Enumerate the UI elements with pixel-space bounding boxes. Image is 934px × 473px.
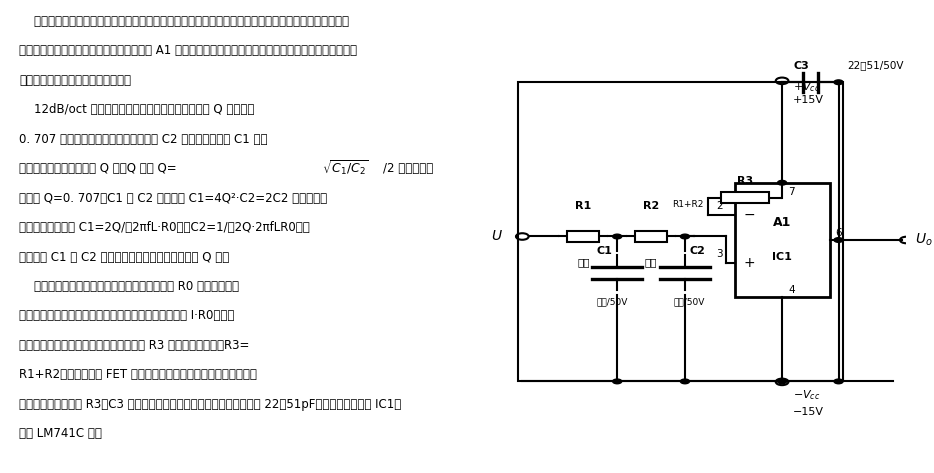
Text: 为了使 Q=0. 707，C1 和 C2 必须建立 C1=4Q²·C2=2C2 的关系，计: 为了使 Q=0. 707，C1 和 C2 必须建立 C1=4Q²·C2=2C2 … [19, 192, 327, 205]
Text: +: + [743, 256, 756, 270]
Text: 本电路可作为各种解调（检波）电路的载波滤波器，传感器、放大器滤除噪声用的低通滤波器以及简单: 本电路可作为各种解调（检波）电路的载波滤波器，传感器、放大器滤除噪声用的低通滤波… [19, 15, 349, 28]
Circle shape [778, 180, 786, 185]
Circle shape [613, 234, 622, 239]
Circle shape [681, 379, 689, 384]
Text: $\sqrt{C_1/C_2}$: $\sqrt{C_1/C_2}$ [321, 159, 368, 178]
Circle shape [834, 237, 843, 242]
Text: 待调/50V: 待调/50V [673, 297, 705, 307]
Circle shape [613, 379, 622, 384]
Circle shape [834, 80, 843, 85]
Text: 待调/50V: 待调/50V [597, 297, 629, 307]
Text: 待调: 待调 [577, 257, 589, 268]
Text: 就会受运算放大器输入偏流的影响而产生失调，应计算 I·R0，分析: 就会受运算放大器输入偏流的影响而产生失调，应计算 I·R0，分析 [19, 309, 234, 323]
Text: $-V_{cc}$: $-V_{cc}$ [793, 388, 820, 403]
Text: 成运算放大器，可以减少直流漂移。: 成运算放大器，可以减少直流漂移。 [19, 74, 131, 87]
Text: C2: C2 [689, 245, 705, 255]
Text: 选用 LM741C 型。: 选用 LM741C 型。 [19, 427, 102, 440]
Bar [635, 231, 667, 242]
Text: 4: 4 [788, 285, 795, 295]
Text: 百微微安，可以去掉 R3。C3 的作用是抑制脉冲尖峰，其容量选用范围为 22～51pF，集成运算放大器 IC1，: 百微微安，可以去掉 R3。C3 的作用是抑制脉冲尖峰，其容量选用范围为 22～5… [19, 398, 402, 411]
Text: 大容量以保证达到规定的 Q 值。Q 值由 Q=: 大容量以保证达到规定的 Q 值。Q 值由 Q= [19, 162, 177, 175]
Text: 的抗折迭滤波器使用。相当于缓冲放大器的 A1 部分，以往都采用射极输出器等电压输出电路，这里使用集: 的抗折迭滤波器使用。相当于缓冲放大器的 A1 部分，以往都采用射极输出器等电压输… [19, 44, 357, 57]
Text: 12dB/oct 巴特沃次（最平坦特性）滤波器电路的 Q 值必须为: 12dB/oct 巴特沃次（最平坦特性）滤波器电路的 Q 值必须为 [19, 103, 254, 116]
Text: R3: R3 [737, 176, 753, 186]
Text: −15V: −15V [793, 407, 824, 417]
Text: C1: C1 [597, 245, 613, 255]
Text: 一下是否有问题，这是在反馈回路中加了 R3 以抵消输入偏流（R3=: 一下是否有问题，这是在反馈回路中加了 R3 以抵消输入偏流（R3= [19, 339, 249, 352]
Text: $+V_{cc}$: $+V_{cc}$ [793, 80, 820, 94]
Text: 待调: 待调 [644, 257, 658, 268]
Text: 3: 3 [716, 249, 723, 259]
Text: R1: R1 [575, 201, 591, 211]
Text: −: − [743, 208, 756, 222]
Text: 2: 2 [716, 201, 723, 211]
Text: /2 公式计算。: /2 公式计算。 [383, 162, 433, 175]
Text: 0. 707 才能获得最平坦特性，并且对于 C2 来说，反馈电容 C1 应取: 0. 707 才能获得最平坦特性，并且对于 C2 来说，反馈电容 C1 应取 [19, 133, 267, 146]
Bar [720, 193, 769, 203]
Circle shape [834, 379, 843, 384]
Circle shape [681, 234, 689, 239]
Text: 算，这样 C1 与 C2 不均衡，因此，可以反过来验算 Q 值。: 算，这样 C1 与 C2 不均衡，因此，可以反过来验算 Q 值。 [19, 251, 229, 263]
Text: 7: 7 [788, 187, 795, 197]
Text: +15V: +15V [793, 95, 824, 105]
Circle shape [778, 379, 786, 384]
Text: 算实际参数时，按 C1=2Q/（2πfL·R0），C2=1/（2Q·2πfLR0）计: 算实际参数时，按 C1=2Q/（2πfL·R0），C2=1/（2Q·2πfLR0… [19, 221, 310, 234]
Text: C3: C3 [793, 61, 809, 70]
Text: 截止频率的选定虽然具有一定的自由度，但是 R0 的阻值过大，: 截止频率的选定虽然具有一定的自由度，但是 R0 的阻值过大， [19, 280, 239, 293]
Bar [735, 183, 829, 297]
Text: $U_o$: $U_o$ [915, 232, 933, 248]
Bar [567, 231, 600, 242]
Text: A1: A1 [773, 216, 791, 229]
Text: IC1: IC1 [772, 252, 792, 262]
Text: $U$: $U$ [490, 229, 502, 244]
Text: 22～51/50V: 22～51/50V [847, 61, 904, 70]
Text: R1+R2），如果选用 FET 输入运算放大器，输入偏流很小，只有数: R1+R2），如果选用 FET 输入运算放大器，输入偏流很小，只有数 [19, 368, 257, 381]
Text: R1+R2: R1+R2 [672, 200, 703, 209]
Bar [517, 82, 843, 381]
Text: R2: R2 [643, 201, 659, 211]
Text: 6: 6 [835, 228, 842, 237]
